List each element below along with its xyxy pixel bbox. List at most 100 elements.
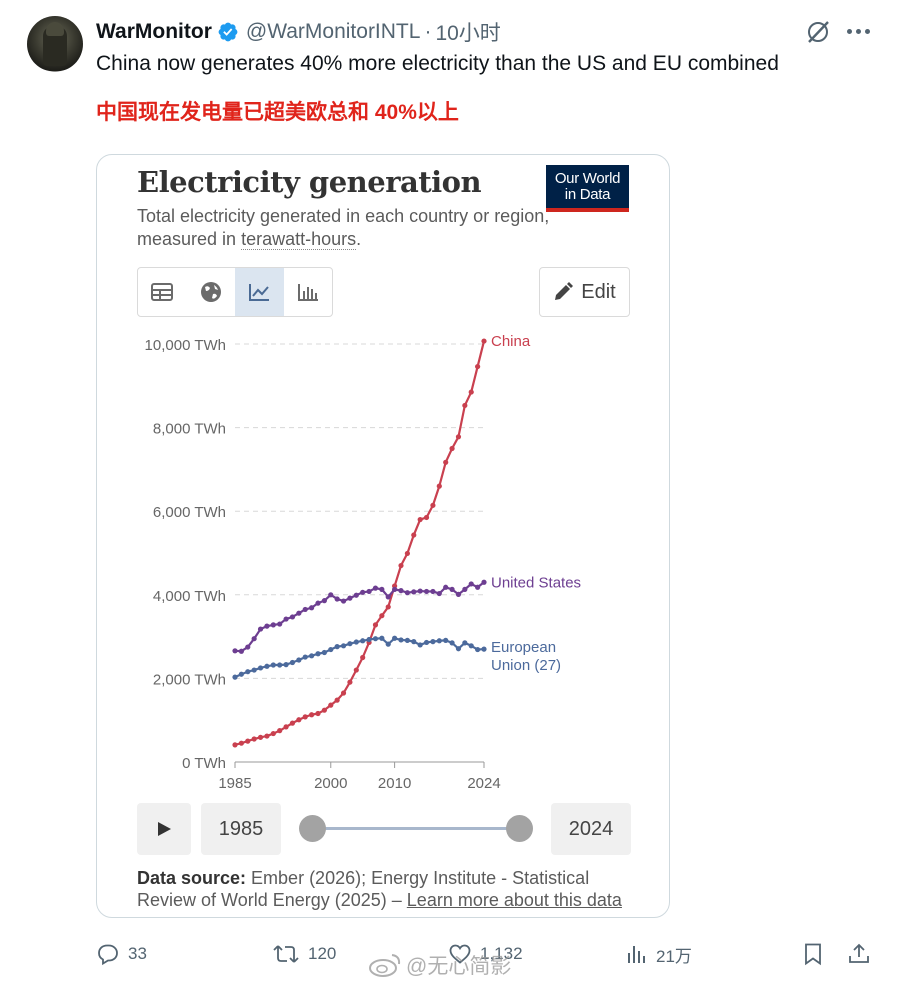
data-point-0-2 (245, 738, 251, 744)
data-point-1-25 (392, 586, 398, 592)
series-label-2-line2: Union (27) (491, 657, 561, 674)
data-point-2-6 (270, 662, 276, 668)
data-point-1-9 (289, 614, 296, 620)
learn-more-link[interactable]: Learn more about this data (406, 890, 622, 910)
tab-table[interactable] (138, 268, 187, 316)
data-point-0-8 (283, 724, 289, 730)
data-point-2-11 (302, 654, 308, 660)
data-point-2-23 (379, 635, 385, 641)
data-point-1-2 (245, 644, 251, 650)
data-point-2-20 (360, 638, 366, 644)
data-point-0-14 (321, 707, 327, 713)
data-point-2-28 (411, 639, 417, 645)
timeline-end-handle[interactable] (506, 815, 533, 842)
reply-button[interactable]: 33 (96, 936, 147, 972)
owid-logo: Our World in Data (546, 165, 629, 212)
data-point-2-10 (296, 657, 302, 663)
data-point-0-36 (462, 402, 468, 409)
data-point-1-23 (379, 586, 385, 592)
data-point-2-21 (366, 636, 372, 643)
data-point-1-28 (411, 589, 417, 595)
like-button[interactable]: 1,132 (448, 936, 523, 972)
data-point-0-10 (296, 717, 302, 723)
views-button[interactable]: 21万 (626, 936, 692, 972)
tab-map[interactable] (187, 268, 236, 316)
edit-button[interactable]: Edit (539, 267, 630, 317)
data-point-1-17 (340, 598, 347, 604)
timeline-slider-track[interactable] (313, 827, 519, 830)
bar-chart-icon (297, 284, 318, 301)
data-point-0-4 (257, 734, 264, 740)
chart-subtitle: Total electricity generated in each coun… (137, 205, 557, 251)
series-line-0 (234, 340, 486, 746)
media-image[interactable]: Electricity generation Total electricity… (96, 154, 670, 918)
data-point-1-1 (238, 648, 244, 654)
data-point-2-27 (404, 637, 410, 643)
repost-button[interactable]: 120 (272, 936, 336, 972)
tab-bar-chart[interactable] (284, 268, 333, 316)
data-point-2-19 (353, 639, 359, 645)
x-tick-label-3: 2024 (467, 775, 500, 792)
data-point-1-26 (398, 588, 404, 594)
share-button[interactable] (848, 936, 870, 972)
data-point-0-3 (251, 736, 257, 742)
end-year-box[interactable]: 2024 (551, 803, 631, 855)
data-point-0-37 (468, 389, 474, 395)
handle[interactable]: @WarMonitorINTL (245, 20, 421, 43)
data-point-1-30 (423, 588, 430, 595)
data-point-2-38 (475, 646, 481, 653)
view-tabs (137, 267, 333, 317)
series-line-2 (234, 637, 485, 679)
data-point-0-15 (328, 702, 334, 708)
data-point-2-1 (238, 671, 244, 677)
subtitle-unit-link[interactable]: terawatt-hours (241, 229, 357, 250)
data-point-2-18 (347, 641, 353, 647)
data-point-2-36 (462, 640, 468, 646)
play-button[interactable] (137, 803, 191, 855)
more-options-icon[interactable] (847, 29, 870, 34)
timestamp[interactable]: 10小时 (435, 22, 501, 45)
data-point-0-35 (455, 434, 462, 440)
data-point-1-6 (270, 622, 276, 628)
data-point-2-37 (468, 643, 474, 649)
data-point-1-36 (462, 586, 468, 592)
data-point-0-13 (315, 710, 321, 717)
data-point-2-30 (423, 639, 430, 646)
data-point-1-4 (257, 626, 264, 632)
data-point-1-15 (328, 592, 334, 598)
data-point-1-32 (436, 590, 442, 597)
edit-label: Edit (581, 280, 616, 303)
data-point-0-7 (277, 728, 283, 734)
data-point-1-29 (417, 588, 423, 594)
bookmark-button[interactable] (802, 936, 824, 972)
timeline-start-handle[interactable] (299, 815, 326, 842)
data-point-1-38 (475, 584, 481, 590)
tweet-text: China now generates 40% more electricity… (96, 52, 779, 75)
start-year-box[interactable]: 1985 (201, 803, 281, 855)
data-point-1-16 (334, 596, 340, 602)
data-point-0-0 (232, 742, 238, 748)
globe-icon (200, 282, 221, 302)
data-point-1-21 (366, 588, 372, 595)
tab-line-chart[interactable] (235, 268, 284, 316)
data-point-1-20 (360, 589, 366, 595)
avatar[interactable] (27, 16, 83, 72)
data-point-2-13 (315, 651, 321, 657)
avatar-helmet (46, 22, 64, 36)
logo-line-2: in Data (564, 186, 611, 203)
data-point-2-9 (289, 659, 296, 666)
data-point-1-18 (347, 595, 353, 601)
data-point-2-3 (251, 667, 257, 673)
data-point-0-16 (334, 697, 340, 703)
line-chart-icon (249, 284, 270, 301)
data-point-1-7 (277, 621, 283, 627)
grok-icon[interactable] (805, 19, 831, 45)
views-count: 21万 (656, 946, 692, 966)
data-point-0-5 (264, 733, 270, 739)
display-name[interactable]: WarMonitor (96, 20, 212, 43)
data-point-2-25 (392, 635, 398, 641)
data-point-0-9 (289, 720, 296, 726)
data-point-2-39 (481, 646, 487, 652)
data-point-0-6 (270, 730, 276, 737)
data-point-0-33 (443, 459, 449, 465)
